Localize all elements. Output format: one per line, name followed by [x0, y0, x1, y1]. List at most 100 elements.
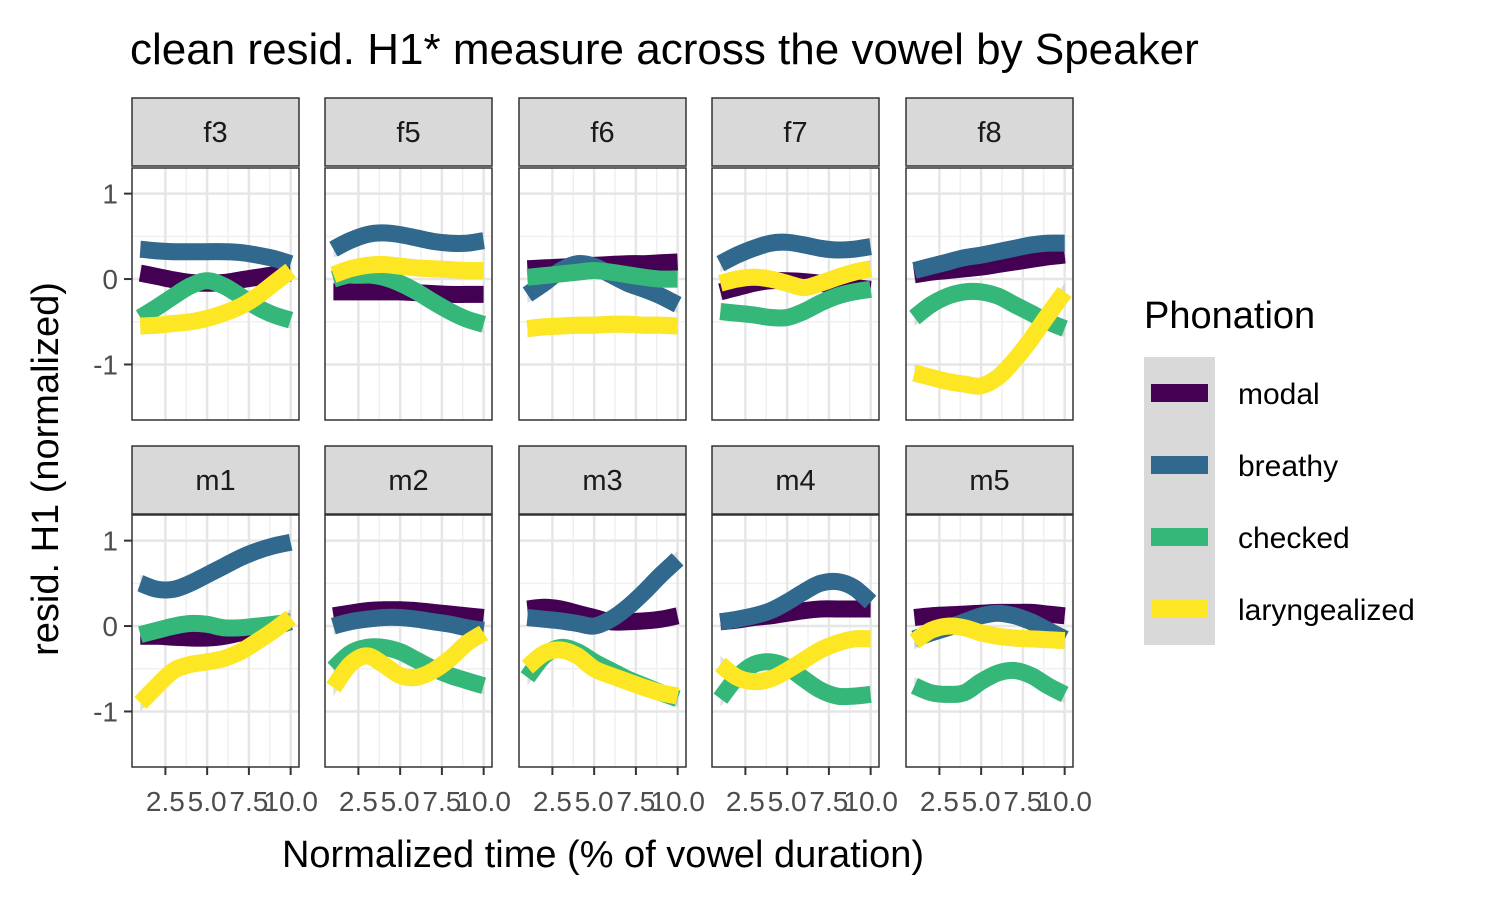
facet-strip-label: f3 — [203, 117, 227, 149]
legend: Phonation modal breathy checked laryngealize… — [1144, 295, 1415, 645]
facet-panel-f3: f3 -1 0 1 — [93, 97, 300, 421]
x-tick-label: 10.0 — [1037, 786, 1092, 817]
facet-strip-label: m1 — [195, 465, 235, 497]
x-tick-label: 5.0 — [575, 786, 614, 817]
facet-strip — [518, 97, 687, 167]
series-line-breathy — [329, 224, 485, 257]
panel-border — [131, 167, 300, 421]
facet-panel-f5: f5 — [324, 97, 493, 421]
x-tick-label: 7.5 — [422, 786, 461, 817]
x-tick-label: 2.5 — [533, 786, 572, 817]
series-line-checked — [138, 613, 292, 643]
legend-label-breathy: breathy — [1238, 450, 1338, 483]
x-tick-label: 10.0 — [843, 786, 898, 817]
series-line-breathy — [139, 240, 294, 272]
facet-strip — [324, 445, 493, 515]
series-line-laryngealized — [134, 610, 296, 709]
facet-panel-m3: m3 2.5 5.0 7.510.0 — [518, 445, 705, 817]
legend-label-modal: modal — [1238, 378, 1320, 411]
facet-strip — [131, 97, 300, 167]
series-line-checked — [526, 262, 678, 288]
facet-strip-label: m4 — [775, 465, 815, 497]
panel-border — [905, 167, 1074, 421]
panel-border — [324, 167, 493, 421]
y-tick-label: 0 — [102, 611, 118, 642]
panel-border — [518, 514, 687, 768]
x-axis-title: Normalized time (% of vowel duration) — [282, 834, 924, 876]
x-tick-label: 2.5 — [146, 786, 185, 817]
series-line-breathy — [526, 553, 684, 635]
panel-background — [519, 515, 686, 767]
legend-label-laryngealized: laryngealized — [1238, 594, 1415, 627]
facet-panel-f7: f7 — [711, 97, 880, 421]
facet-strip — [905, 97, 1074, 167]
facet-strip — [905, 445, 1074, 515]
x-tick-label: 5.0 — [188, 786, 227, 817]
x-tick-label: 10.0 — [456, 786, 511, 817]
legend-swatch-laryngealized — [1151, 600, 1208, 618]
panel-border — [324, 514, 493, 768]
x-tick-label: 2.5 — [726, 786, 765, 817]
facet-strip-label: m3 — [582, 465, 622, 497]
series-line-breathy — [912, 234, 1065, 279]
facet-panel-m1: m1 -1 0 1 2.5 5.0 7.510.0 — [93, 445, 318, 817]
series-line-breathy — [716, 233, 872, 272]
series-line-laryngealized — [909, 617, 1066, 650]
series-line-laryngealized — [521, 641, 680, 705]
legend-title: Phonation — [1144, 295, 1315, 337]
x-tick-label: 7.5 — [229, 786, 268, 817]
y-tick-label: -1 — [93, 696, 118, 727]
x-tick-label: 5.0 — [962, 786, 1001, 817]
panel-border — [711, 167, 880, 421]
series-line-laryngealized — [326, 625, 489, 693]
series-line-checked — [910, 661, 1069, 703]
legend-key-background — [1144, 357, 1215, 645]
series-line-breathy — [719, 572, 877, 631]
x-tick-label: 10.0 — [650, 786, 705, 817]
facet-strip-label: f5 — [396, 117, 420, 149]
y-tick-label: 0 — [102, 264, 118, 295]
x-tick-label: 10.0 — [263, 786, 318, 817]
series-line-laryngealized — [526, 315, 678, 338]
chart-title: clean resid. H1* measure across the vowe… — [130, 25, 1199, 74]
legend-swatch-breathy — [1151, 456, 1208, 474]
facet-strip — [324, 97, 493, 167]
series-line-breathy — [330, 608, 485, 639]
panel-border — [905, 514, 1074, 768]
x-tick-label: 7.5 — [809, 786, 848, 817]
x-tick-label: 7.5 — [616, 786, 655, 817]
series-line-checked — [135, 272, 294, 329]
y-tick-label: 1 — [102, 179, 118, 210]
facet-strip — [711, 97, 880, 167]
facet-panel-m4: m4 2.5 5.0 7.510.0 — [711, 445, 898, 817]
facet-strip-label: f6 — [590, 117, 614, 149]
series-line-laryngealized — [139, 263, 296, 335]
facet-panel-m2: m2 2.5 5.0 7.510.0 — [324, 445, 511, 817]
panel-border — [711, 514, 880, 768]
series-line-laryngealized — [330, 255, 484, 283]
panel-border — [131, 514, 300, 768]
x-tick-label: 5.0 — [768, 786, 807, 817]
facet-strip — [518, 445, 687, 515]
facet-strip — [711, 445, 880, 515]
facet-strip-label: f7 — [783, 117, 807, 149]
series-line-breathy — [137, 533, 293, 599]
legend-swatch-checked — [1151, 528, 1208, 546]
facet-strip — [131, 445, 300, 515]
facet-strip-label: m5 — [969, 465, 1009, 497]
x-tick-label: 5.0 — [381, 786, 420, 817]
facet-panel-f8: f8 — [905, 97, 1074, 421]
y-axis-title: resid. H1 (normalized) — [25, 282, 67, 656]
legend-swatch-modal — [1151, 384, 1208, 402]
x-tick-label: 2.5 — [339, 786, 378, 817]
x-tick-label: 7.5 — [1003, 786, 1042, 817]
series-line-checked — [719, 280, 872, 327]
series-line-laryngealized — [718, 260, 873, 297]
facet-panel-m5: m5 2.5 5.0 7.510.0 — [905, 445, 1092, 817]
series-line-laryngealized — [715, 630, 871, 691]
y-tick-label: 1 — [102, 526, 118, 557]
x-tick-label: 2.5 — [920, 786, 959, 817]
